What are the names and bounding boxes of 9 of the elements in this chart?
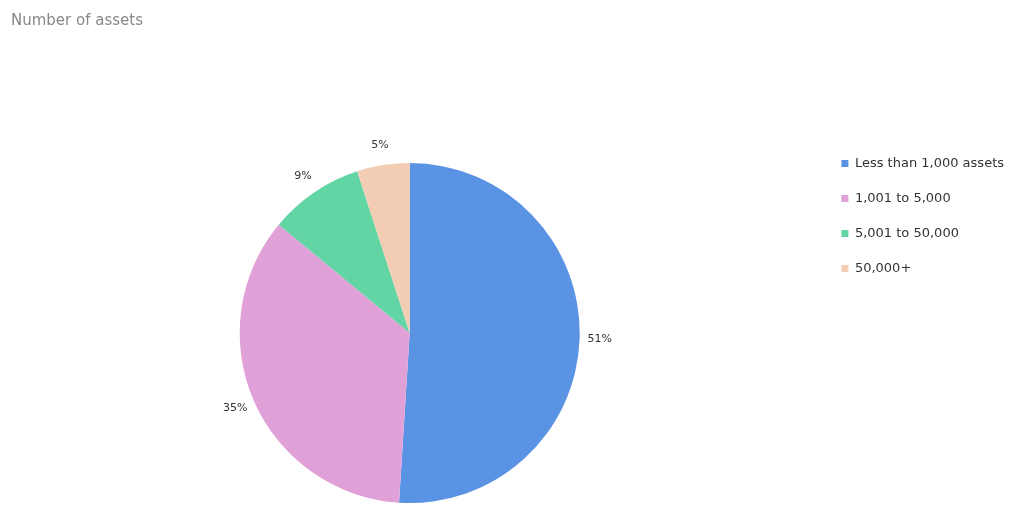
data-label: 5% [371,138,389,152]
data-label: 35% [223,401,248,415]
legend-label: 1,001 to 5,000 [854,189,951,205]
legend-label: 50,000+ [854,259,912,275]
text: Number of assets [11,11,143,29]
data-label: 51% [587,331,612,345]
data-label: 9% [294,168,312,182]
legend-label: Less than 1,000 assets [854,154,1005,170]
legend-label: 5,001 to 50,000 [854,224,959,240]
